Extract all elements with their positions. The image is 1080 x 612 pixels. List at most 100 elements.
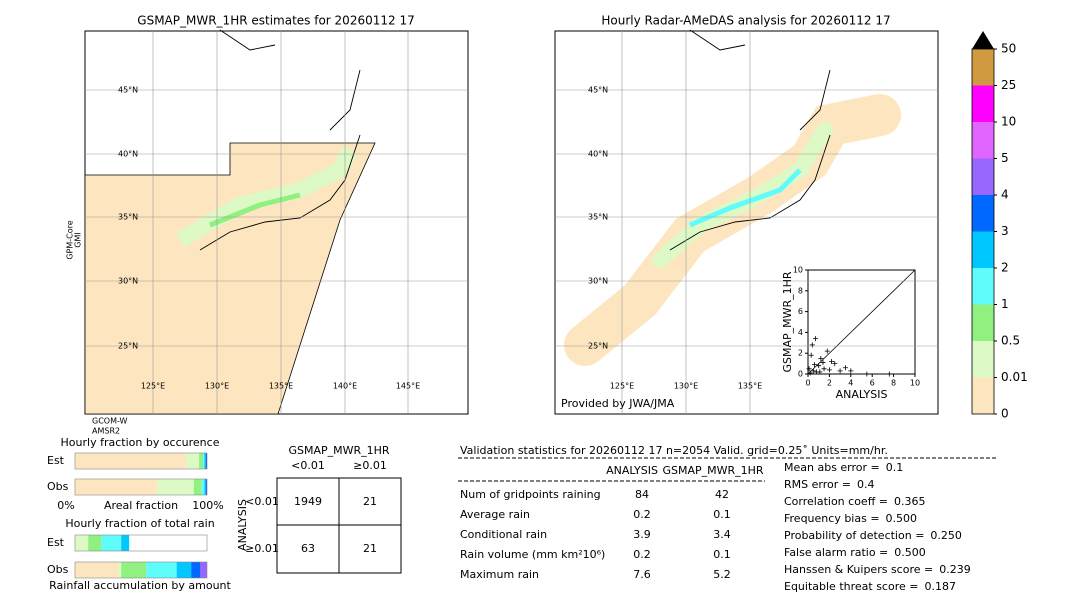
score-label: False alarm ratio =: [784, 546, 888, 559]
score-label: Correlation coeff =: [784, 495, 888, 508]
colorbar-label: 10: [1001, 115, 1016, 129]
table-cell: 63: [301, 542, 315, 555]
stat-value: 3.9: [633, 528, 651, 541]
point: [832, 361, 838, 367]
bar-title: Hourly fraction of total rain: [65, 517, 214, 530]
stat-value: 42: [715, 488, 729, 501]
colorbar-label: 1: [1001, 297, 1009, 311]
point: [848, 368, 854, 374]
point: [864, 371, 870, 377]
row-label: Est: [47, 454, 65, 467]
bar-segment: [121, 535, 130, 551]
lat-label: 40°N: [118, 150, 138, 159]
table-cell: 1949: [294, 495, 322, 508]
point: [808, 352, 814, 358]
colorbar-label: 3: [1001, 224, 1009, 238]
score-value: 0.187: [924, 580, 956, 593]
bar-segment: [204, 453, 206, 469]
coastline: [669, 29, 831, 251]
colorbar-label: 50: [1001, 42, 1016, 56]
score-label: Equitable threat score =: [784, 580, 918, 593]
axis-label: 100%: [192, 499, 223, 512]
rain-area: [175, 146, 358, 247]
point: [806, 366, 812, 372]
y-tick-label: 0: [798, 370, 803, 379]
lat-label: 40°N: [588, 150, 608, 159]
y-axis-label: GSMAP_MWR_1HR: [781, 271, 794, 372]
bar-segment: [101, 535, 122, 551]
point: [817, 369, 823, 375]
bar-segment: [204, 479, 206, 495]
lon-label: 130°E: [674, 382, 698, 391]
col-header: ANALYSIS: [606, 464, 658, 477]
x-tick-label: 8: [891, 379, 896, 388]
table-cell: 21: [363, 495, 377, 508]
colorbar-band: [972, 195, 994, 232]
bar-segment: [75, 453, 186, 469]
point: [821, 366, 827, 372]
y-tick-label: 2: [798, 349, 803, 358]
colorbar-band: [972, 231, 994, 268]
colorbar-band: [972, 122, 994, 159]
score-label: Probability of detection =: [784, 529, 924, 542]
lon-label: 140°E: [333, 382, 357, 391]
x-tick-label: 2: [827, 379, 832, 388]
x-axis-label: ANALYSIS: [836, 388, 888, 401]
bar-segment: [193, 479, 202, 495]
point: [824, 348, 830, 354]
bar-segment: [205, 453, 207, 469]
lat-label: 25°N: [588, 342, 608, 351]
colorbar-label: 4: [1001, 188, 1009, 202]
x-tick-label: 4: [848, 379, 853, 388]
satellite-label: AMSR2: [92, 427, 120, 436]
colorbar-band: [972, 268, 994, 305]
colorbar-band: [972, 49, 994, 86]
credit: Provided by JWA/JMA: [561, 397, 675, 410]
rain-area: [689, 168, 802, 228]
point: [820, 360, 826, 366]
lon-label: 125°E: [141, 382, 165, 391]
stat-label: Average rain: [460, 508, 530, 521]
colorbar-band: [972, 377, 994, 414]
bar-segment: [191, 562, 201, 578]
colorbar-label: 0.01: [1001, 370, 1028, 384]
row-title: ANALYSIS: [236, 499, 249, 551]
stat-label: Rain volume (mm km²10⁶): [460, 548, 605, 561]
stat-label: Maximum rain: [460, 568, 539, 581]
y-tick-label: 8: [798, 286, 803, 295]
coastline: [199, 29, 361, 251]
x-tick-label: 6: [870, 379, 875, 388]
table-title: GSMAP_MWR_1HR: [288, 444, 389, 457]
lon-label: 145°E: [396, 382, 420, 391]
score-value: 0.1: [886, 461, 904, 474]
point: [837, 368, 843, 374]
lon-label: 125°E: [610, 382, 634, 391]
score-value: 0.365: [894, 495, 926, 508]
point: [816, 363, 822, 369]
lat-label: 35°N: [118, 213, 138, 222]
score-value: 0.250: [930, 529, 962, 542]
bar-segment: [200, 562, 207, 578]
score-label: Mean abs error =: [784, 461, 880, 474]
point: [842, 365, 848, 371]
point: [810, 368, 816, 374]
point: [826, 367, 832, 373]
bar-segment: [203, 453, 205, 469]
bar-segment: [146, 562, 177, 578]
bar-segment: [156, 479, 194, 495]
bar-segment: [88, 535, 102, 551]
colorbar-label: 0.5: [1001, 334, 1020, 348]
lat-label: 30°N: [588, 277, 608, 286]
lat-label: 25°N: [118, 342, 138, 351]
point: [809, 342, 815, 348]
lat-label: 45°N: [588, 86, 608, 95]
lon-label: 135°E: [269, 382, 293, 391]
diagonal: [807, 269, 916, 375]
bar-segment: [75, 562, 119, 578]
colorbar-label: 2: [1001, 261, 1009, 275]
bar-segment: [199, 453, 204, 469]
point: [811, 362, 817, 368]
stat-value: 7.6: [633, 568, 651, 581]
score-value: 0.500: [894, 546, 926, 559]
